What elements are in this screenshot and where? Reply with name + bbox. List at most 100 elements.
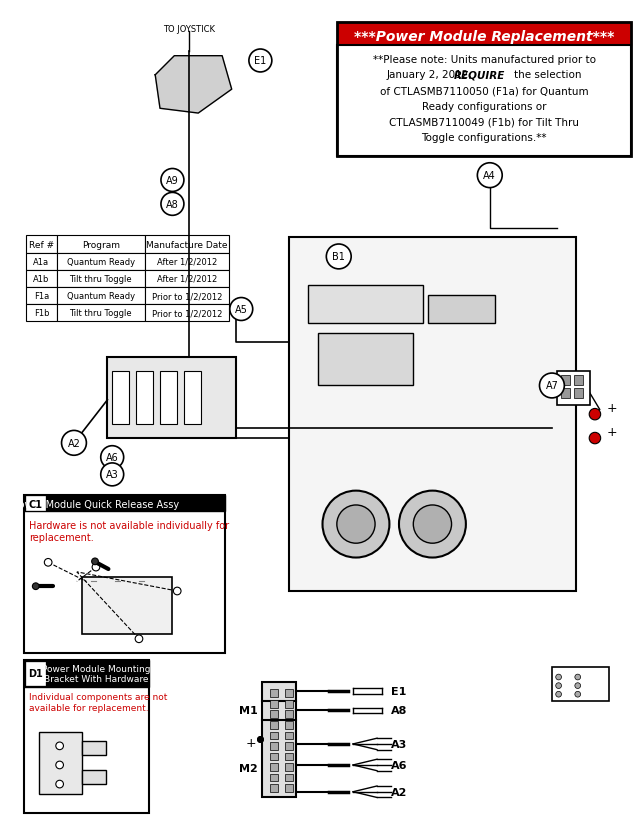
Circle shape [589, 409, 601, 421]
Bar [337, 23, 631, 157]
Bar [337, 23, 631, 46]
Bar [270, 721, 277, 729]
Bar [285, 752, 293, 760]
Bar [285, 690, 293, 697]
Bar [144, 253, 229, 271]
Bar [289, 238, 576, 591]
Text: Prior to 1/2/2012: Prior to 1/2/2012 [152, 309, 222, 318]
Circle shape [56, 762, 64, 769]
Text: A2: A2 [67, 438, 80, 448]
Bar [574, 389, 584, 399]
Bar [285, 763, 293, 771]
Bar [285, 732, 293, 739]
Text: Power Module Quick Release Assy: Power Module Quick Release Assy [13, 499, 179, 509]
Circle shape [556, 691, 562, 697]
Bar [270, 752, 277, 760]
Bar [82, 742, 105, 756]
Text: F1b: F1b [34, 309, 49, 318]
Circle shape [478, 164, 502, 188]
Bar [270, 773, 277, 782]
Bar [56, 305, 144, 322]
Text: A8: A8 [392, 706, 408, 716]
Bar [56, 288, 144, 305]
Text: E1: E1 [254, 56, 266, 66]
Text: Program: Program [82, 240, 120, 249]
Bar [160, 372, 177, 424]
Bar [560, 375, 570, 385]
Bar [270, 763, 277, 771]
Circle shape [92, 558, 98, 565]
Bar [144, 236, 229, 253]
Text: After 1/2/2012: After 1/2/2012 [157, 257, 217, 267]
Text: of CTLASMB7110050 (F1a) for Quantum: of CTLASMB7110050 (F1a) for Quantum [379, 86, 588, 96]
Circle shape [135, 635, 143, 643]
Text: Tilt thru Toggle: Tilt thru Toggle [69, 309, 132, 318]
Text: A3: A3 [106, 470, 119, 480]
Text: M2: M2 [239, 763, 257, 773]
Bar [112, 372, 130, 424]
Bar [270, 732, 277, 739]
Bar [56, 236, 144, 253]
Bar [270, 742, 277, 750]
Text: A3: A3 [392, 739, 408, 749]
Bar [285, 711, 293, 718]
Circle shape [32, 584, 39, 590]
Text: Manufacture Date: Manufacture Date [146, 240, 227, 249]
Circle shape [44, 558, 52, 567]
Bar [26, 253, 56, 271]
Bar [56, 271, 144, 288]
Bar [24, 660, 148, 686]
Circle shape [101, 446, 124, 469]
Bar [285, 700, 293, 708]
Circle shape [249, 50, 272, 73]
Text: A1b: A1b [33, 274, 49, 283]
Circle shape [161, 193, 184, 216]
Circle shape [326, 245, 351, 269]
Bar [557, 372, 590, 405]
Bar [428, 295, 494, 324]
Text: E1: E1 [392, 686, 406, 696]
Circle shape [575, 683, 580, 689]
Text: A5: A5 [235, 304, 248, 314]
Circle shape [539, 374, 564, 399]
Text: Ref #: Ref # [29, 240, 54, 249]
Bar [82, 770, 105, 784]
Text: Quantum Ready: Quantum Ready [67, 257, 135, 267]
Bar [285, 721, 293, 729]
Bar [39, 732, 82, 793]
Text: January 2, 2012,             the selection: January 2, 2012, the selection [386, 70, 582, 80]
Bar [184, 372, 201, 424]
Bar [24, 496, 225, 511]
Polygon shape [155, 57, 232, 114]
Circle shape [173, 588, 181, 595]
Bar [552, 668, 609, 701]
Circle shape [230, 298, 253, 321]
Bar [56, 253, 144, 271]
Text: F1a: F1a [34, 292, 49, 301]
Text: TO JOYSTICK: TO JOYSTICK [162, 25, 214, 34]
Text: +: + [245, 736, 256, 748]
Bar [308, 286, 423, 324]
Bar [26, 271, 56, 288]
Bar [144, 288, 229, 305]
Bar [285, 742, 293, 750]
Text: Individual components are not
available for replacement.: Individual components are not available … [29, 692, 168, 712]
Circle shape [92, 563, 100, 571]
Circle shape [575, 691, 580, 697]
Text: ***Power Module Replacement***: ***Power Module Replacement*** [354, 29, 614, 43]
Bar [574, 375, 584, 385]
Circle shape [556, 683, 562, 689]
Text: A6: A6 [106, 452, 119, 462]
Text: CTLASMB7110049 (F1b) for Tilt Thru: CTLASMB7110049 (F1b) for Tilt Thru [389, 118, 579, 128]
Bar [285, 784, 293, 792]
Bar [270, 700, 277, 708]
Text: A4: A4 [483, 171, 496, 181]
Text: M1: M1 [239, 706, 257, 716]
Circle shape [399, 491, 466, 558]
Text: **Please note: Units manufactured prior to: **Please note: Units manufactured prior … [372, 54, 596, 64]
Text: A8: A8 [166, 200, 179, 210]
Text: +: + [607, 426, 618, 438]
Bar [26, 305, 56, 322]
Text: Ready configurations or: Ready configurations or [422, 102, 546, 112]
Circle shape [161, 169, 184, 192]
